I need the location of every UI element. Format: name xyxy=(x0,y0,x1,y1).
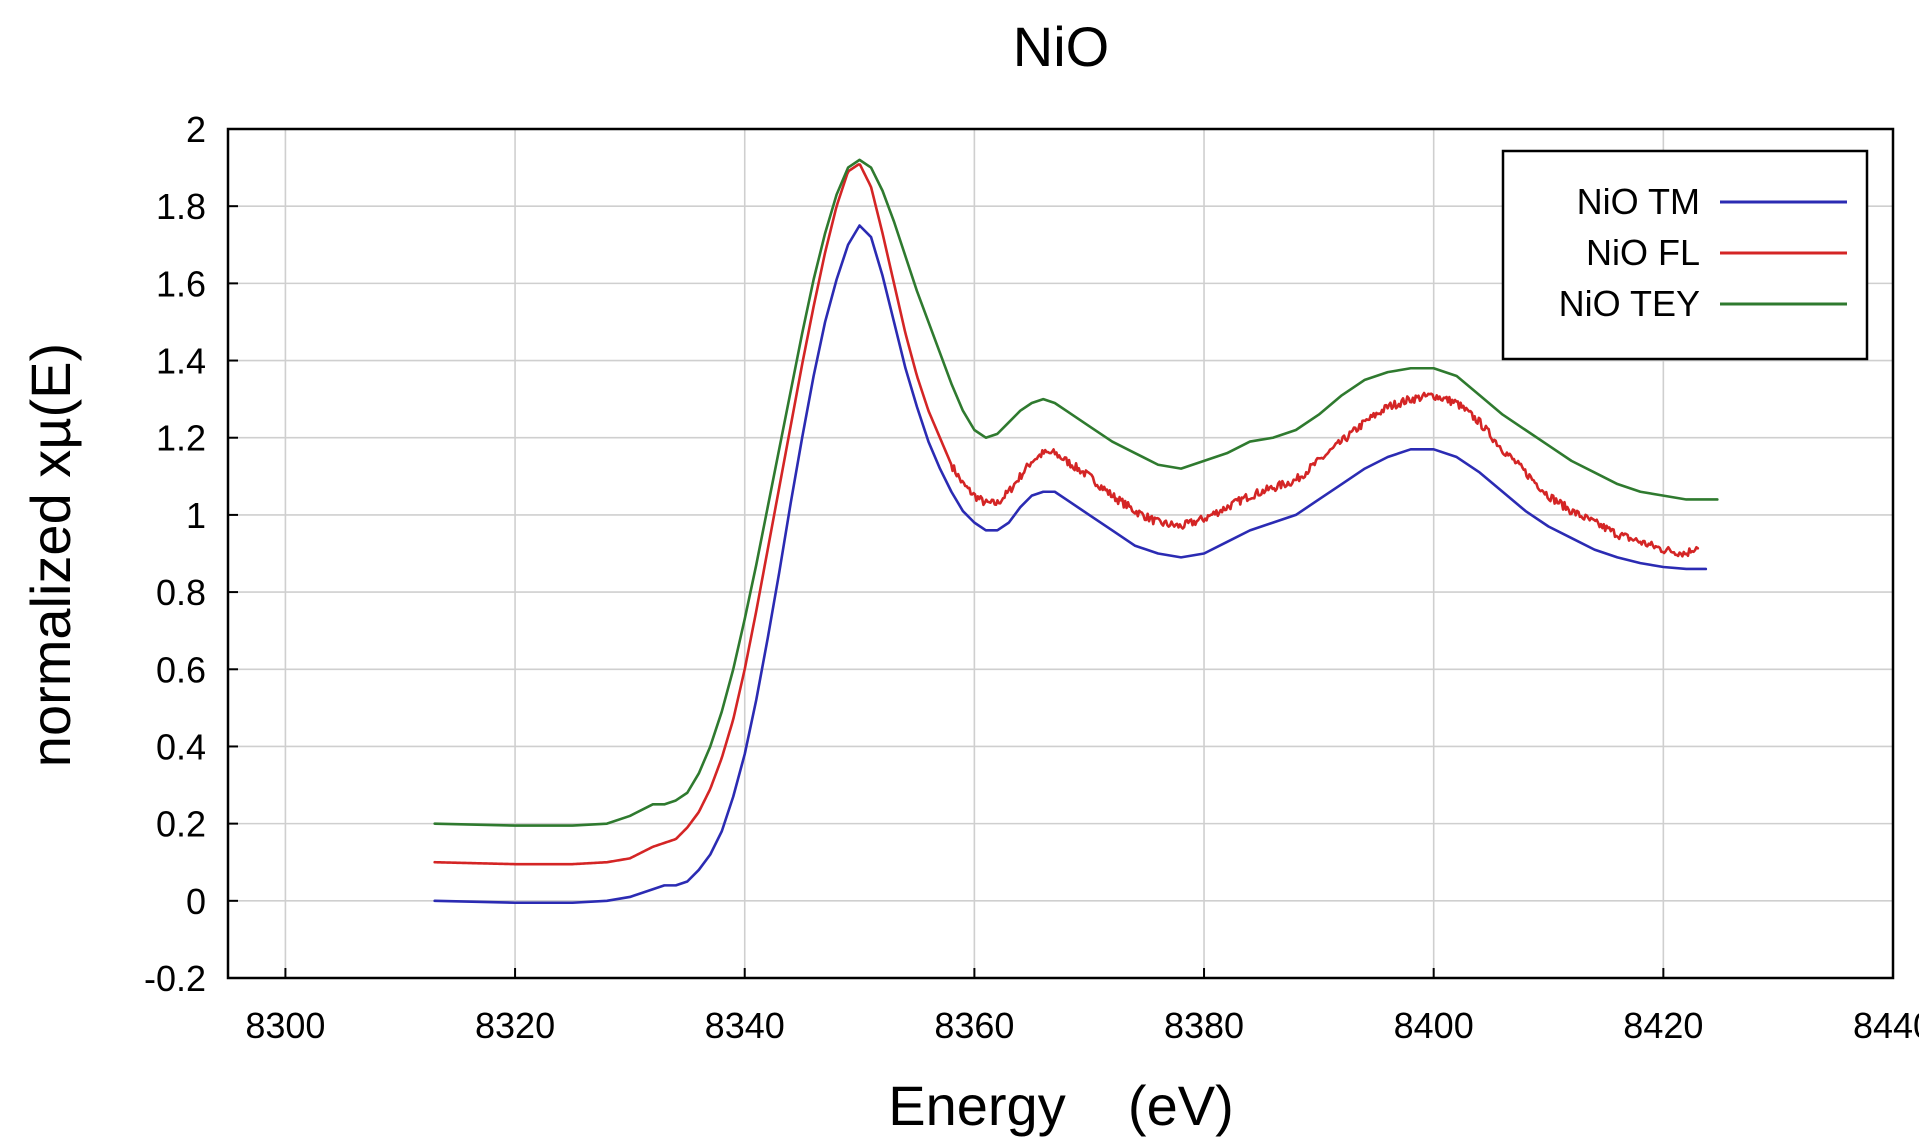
x-tick-label: 8340 xyxy=(705,1005,785,1046)
series-line-nio-fl xyxy=(433,163,1700,866)
legend: NiO TM NiO FL NiO TEY xyxy=(1501,149,1869,361)
x-axis-title: Energy (eV) xyxy=(888,1074,1233,1137)
chart-title: NiO xyxy=(1013,15,1109,78)
series-line-nio-tm xyxy=(433,224,1708,905)
y-axis-ticks: -0.2 0 0.2 0.4 0.6 0.8 1 1.2 1.4 1.6 1.8 2 xyxy=(144,109,238,999)
y-tick-label: 0.4 xyxy=(156,726,206,767)
legend-label: NiO TM xyxy=(1577,181,1700,222)
plot-area-frame xyxy=(226,127,1895,980)
y-axis-title: normalized xµ(E) xyxy=(19,343,82,767)
legend-label: NiO TEY xyxy=(1559,283,1700,324)
x-tick-label: 8380 xyxy=(1164,1005,1244,1046)
y-tick-label: 0.8 xyxy=(156,572,206,613)
y-tick-label: 1.4 xyxy=(156,341,206,382)
y-tick-label: 0 xyxy=(186,881,206,922)
x-tick-label: 8300 xyxy=(245,1005,325,1046)
y-tick-label: 1 xyxy=(186,495,206,536)
legend-label: NiO FL xyxy=(1586,232,1700,273)
y-tick-label: 1.2 xyxy=(156,418,206,459)
x-axis-ticks: 8300 8320 8340 8360 8380 8400 8420 8440 xyxy=(245,968,1919,1046)
y-tick-label: 1.6 xyxy=(156,263,206,304)
x-tick-label: 8320 xyxy=(475,1005,555,1046)
series-line-nio-tey xyxy=(433,158,1719,827)
y-tick-label: 0.2 xyxy=(156,804,206,845)
x-tick-label: 8440 xyxy=(1853,1005,1919,1046)
x-tick-label: 8400 xyxy=(1394,1005,1474,1046)
y-tick-label: 2 xyxy=(186,109,206,150)
x-tick-label: 8360 xyxy=(934,1005,1014,1046)
y-tick-label: 0.6 xyxy=(156,649,206,690)
y-tick-label: 1.8 xyxy=(156,186,206,227)
legend-box xyxy=(1501,149,1869,361)
y-tick-label: -0.2 xyxy=(144,958,206,999)
x-tick-label: 8420 xyxy=(1623,1005,1703,1046)
series-layer xyxy=(433,158,1719,905)
